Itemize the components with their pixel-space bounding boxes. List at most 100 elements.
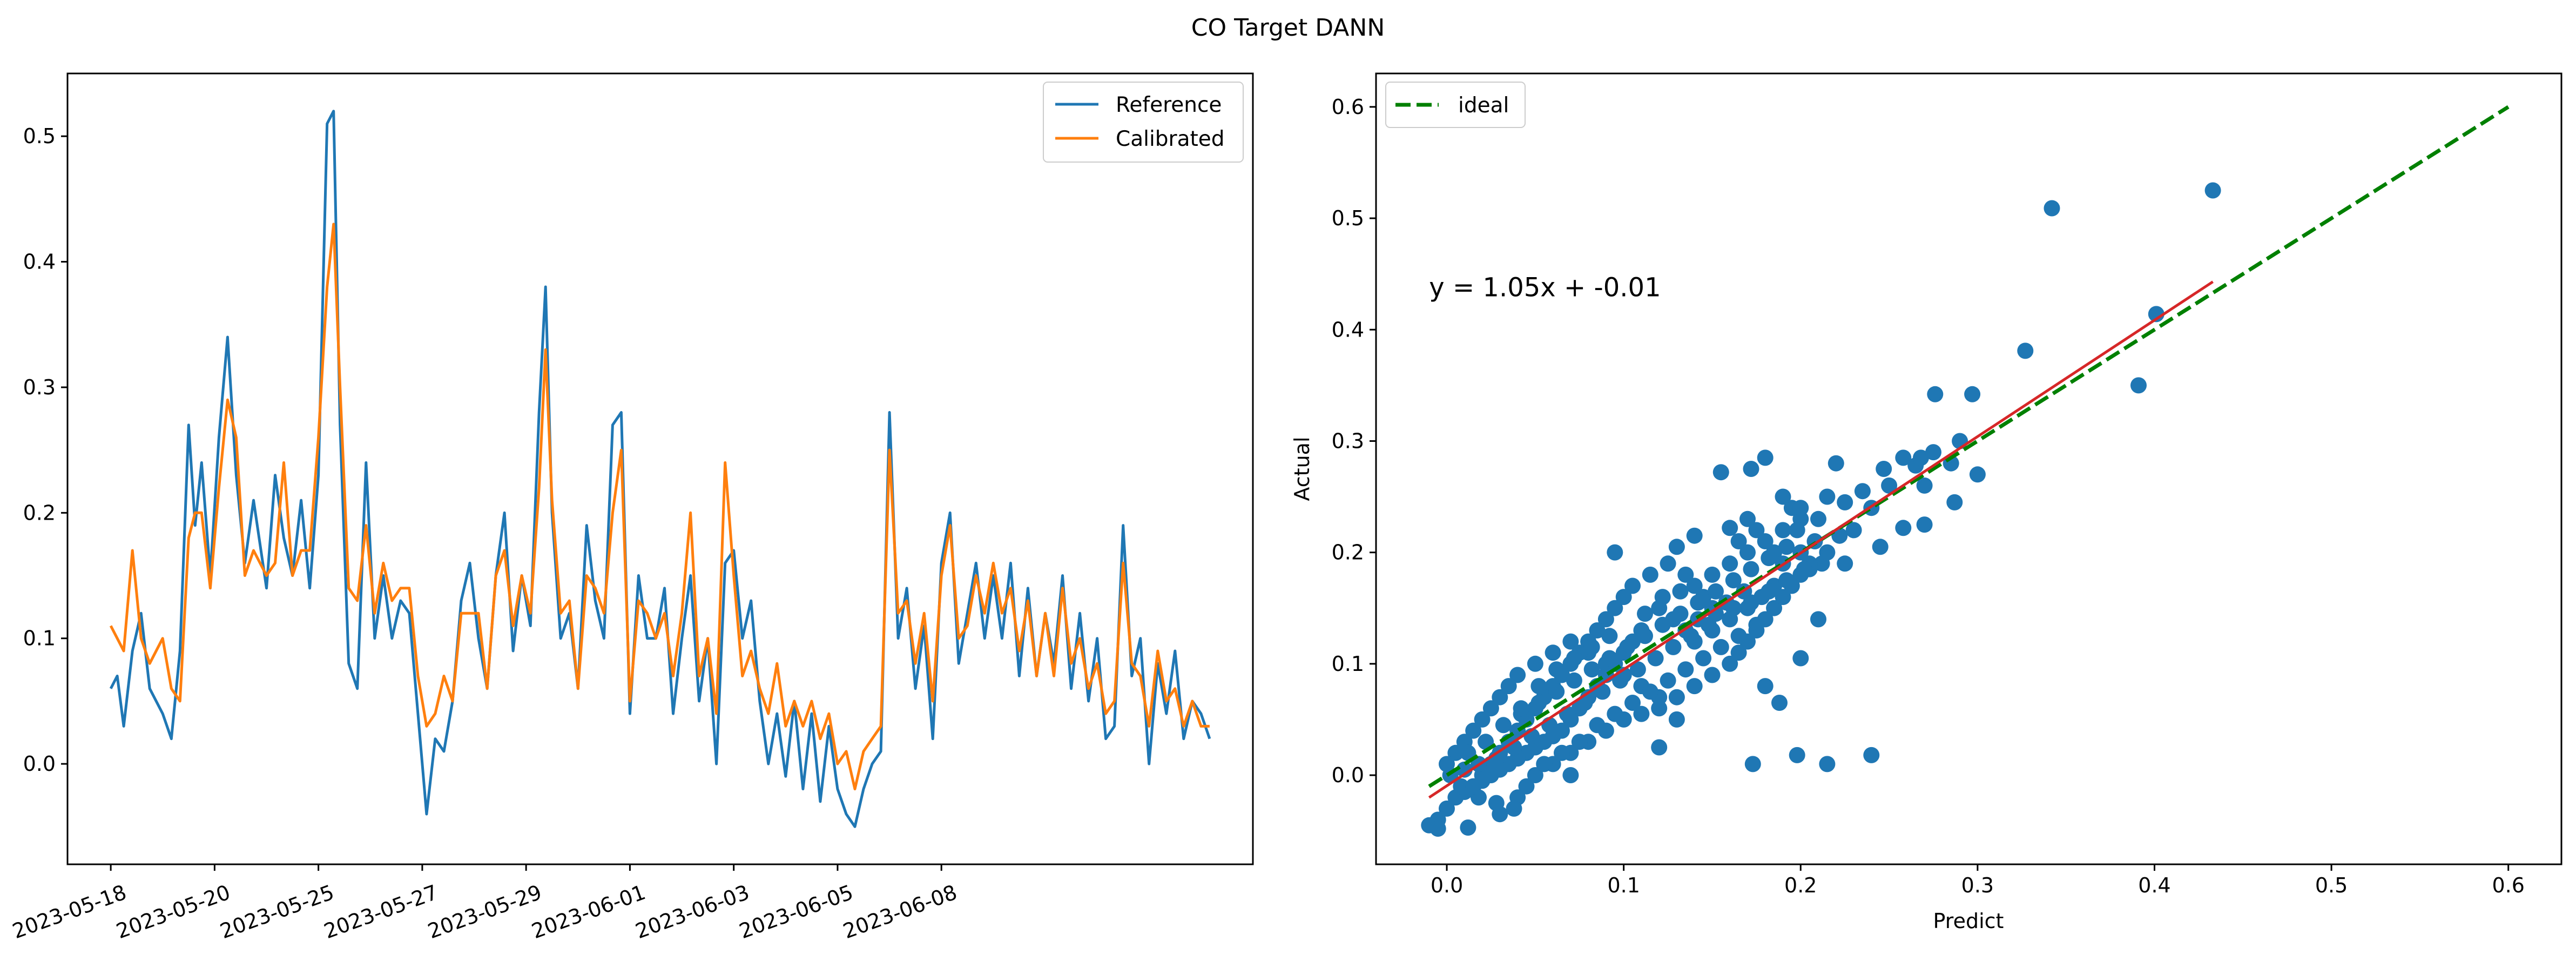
scatter-legend: ideal <box>1385 82 1526 128</box>
scatter-point <box>1686 577 1703 594</box>
timeseries-legend: Reference Calibrated <box>1043 82 1244 163</box>
scatter-point <box>1744 756 1761 772</box>
ideal-line <box>1428 105 2510 788</box>
scatter-point <box>2148 306 2164 322</box>
scatter-point <box>1708 583 1724 600</box>
scatter-point <box>2130 377 2147 394</box>
scatter-point <box>1796 561 1812 577</box>
scatter-point <box>1465 778 1482 795</box>
scatter-point <box>1916 516 1933 533</box>
scatter-points <box>1421 182 2221 837</box>
scatter-point <box>1571 734 1588 750</box>
scatter-point <box>1642 566 1658 583</box>
scatter-point <box>1597 611 1614 628</box>
scatter-point <box>1690 594 1707 611</box>
scatter-point <box>1654 616 1671 633</box>
scatter-point <box>1536 756 1553 772</box>
scatter-point <box>1771 695 1788 711</box>
scatter-point <box>1712 639 1729 655</box>
scatter-point <box>1607 544 1623 561</box>
scatter-point <box>1722 555 1738 572</box>
scatter-point <box>1589 717 1606 734</box>
scatter-point <box>1460 744 1476 761</box>
scatter-point <box>1668 689 1685 705</box>
scatter-point <box>1775 488 1791 505</box>
scatter-point <box>1492 689 1508 705</box>
scatter-point <box>1527 655 1543 672</box>
scatter-point <box>1778 539 1795 555</box>
scatter-point <box>1672 606 1689 622</box>
scatter-point <box>1530 695 1547 711</box>
scatter-point <box>1789 747 1805 763</box>
scatter-point <box>1672 583 1689 600</box>
y-tick-label: 0.1 <box>23 627 56 650</box>
scatter-point <box>1761 550 1777 566</box>
scatter-point <box>1576 695 1593 711</box>
scatter-point <box>1872 539 1889 555</box>
scatter-point <box>1513 700 1529 717</box>
y-tick-label: 0.5 <box>23 124 56 148</box>
y-tick-label: 0.1 <box>1332 652 1364 676</box>
scatter-point <box>1743 594 1759 611</box>
scatter-point <box>1629 661 1646 678</box>
scatter-point <box>1845 522 1862 539</box>
scatter-point <box>1465 722 1482 739</box>
scatter-point <box>1548 683 1565 700</box>
scatter-point <box>1548 661 1565 678</box>
scatter-point <box>1757 678 1773 695</box>
scatter-point <box>1969 466 1986 483</box>
scatter-point <box>1530 678 1547 695</box>
scatter-point <box>1730 644 1747 661</box>
y-tick-label: 0.4 <box>1332 318 1364 341</box>
scatter-point <box>1460 819 1476 836</box>
scatter-point <box>1589 622 1606 639</box>
scatter-point <box>1819 544 1836 561</box>
scatter-point <box>1704 667 1721 683</box>
scatter-y-axis-label: Actual <box>1290 436 1314 501</box>
scatter-point <box>1725 600 1742 616</box>
x-tick-label: 0.1 <box>1607 873 1640 897</box>
scatter-point <box>1792 500 1809 516</box>
scatter-point <box>1686 678 1703 695</box>
y-tick-label: 0.2 <box>23 501 56 525</box>
scatter-point <box>1478 734 1494 750</box>
legend-calibrated-label: Calibrated <box>1116 127 1225 151</box>
scatter-point <box>1583 661 1600 678</box>
scatter-point <box>1778 572 1795 589</box>
scatter-frame <box>1375 72 2562 865</box>
scatter-point <box>1739 544 1756 561</box>
timeseries-y-ticks: 0.0 0.1 0.2 0.3 0.4 0.5 <box>23 124 68 776</box>
scatter-point <box>1819 488 1836 505</box>
scatter-point <box>1761 583 1777 600</box>
scatter-point <box>1925 444 1941 461</box>
x-tick-label: 0.4 <box>2138 873 2170 897</box>
scatter-point <box>1743 561 1759 577</box>
timeseries-frame <box>66 72 1254 865</box>
scatter-point <box>1482 700 1499 717</box>
legend-reference-label: Reference <box>1116 93 1222 117</box>
scatter-point <box>1488 795 1505 811</box>
scatter-point <box>1854 483 1871 500</box>
scatter-point <box>1474 711 1491 728</box>
scatter-point <box>1660 555 1676 572</box>
scatter-point <box>1554 744 1570 761</box>
scatter-point <box>1619 639 1636 655</box>
y-tick-label: 0.0 <box>23 752 56 776</box>
scatter-point <box>1447 744 1464 761</box>
timeseries-legend-box <box>1043 82 1244 163</box>
scatter-point <box>1545 644 1561 661</box>
scatter-point <box>1775 522 1791 539</box>
x-tick-label: 0.5 <box>2315 873 2348 897</box>
scatter-point <box>2204 182 2221 199</box>
scatter-point <box>1562 633 1579 650</box>
scatter-point <box>1748 616 1765 633</box>
scatter-chart: 0.0 0.1 0.2 0.3 0.4 0.5 0.6 0.0 0.1 0.2 0.3 0.4 0.5… <box>1290 72 2562 933</box>
scatter-point <box>1730 533 1747 549</box>
scatter-point <box>1695 650 1712 667</box>
scatter-point <box>1708 606 1724 622</box>
scatter-point <box>1668 711 1685 728</box>
scatter-point <box>1566 672 1582 689</box>
scatter-point <box>1725 572 1742 589</box>
scatter-point <box>1730 628 1747 644</box>
scatter-point <box>1792 650 1809 667</box>
